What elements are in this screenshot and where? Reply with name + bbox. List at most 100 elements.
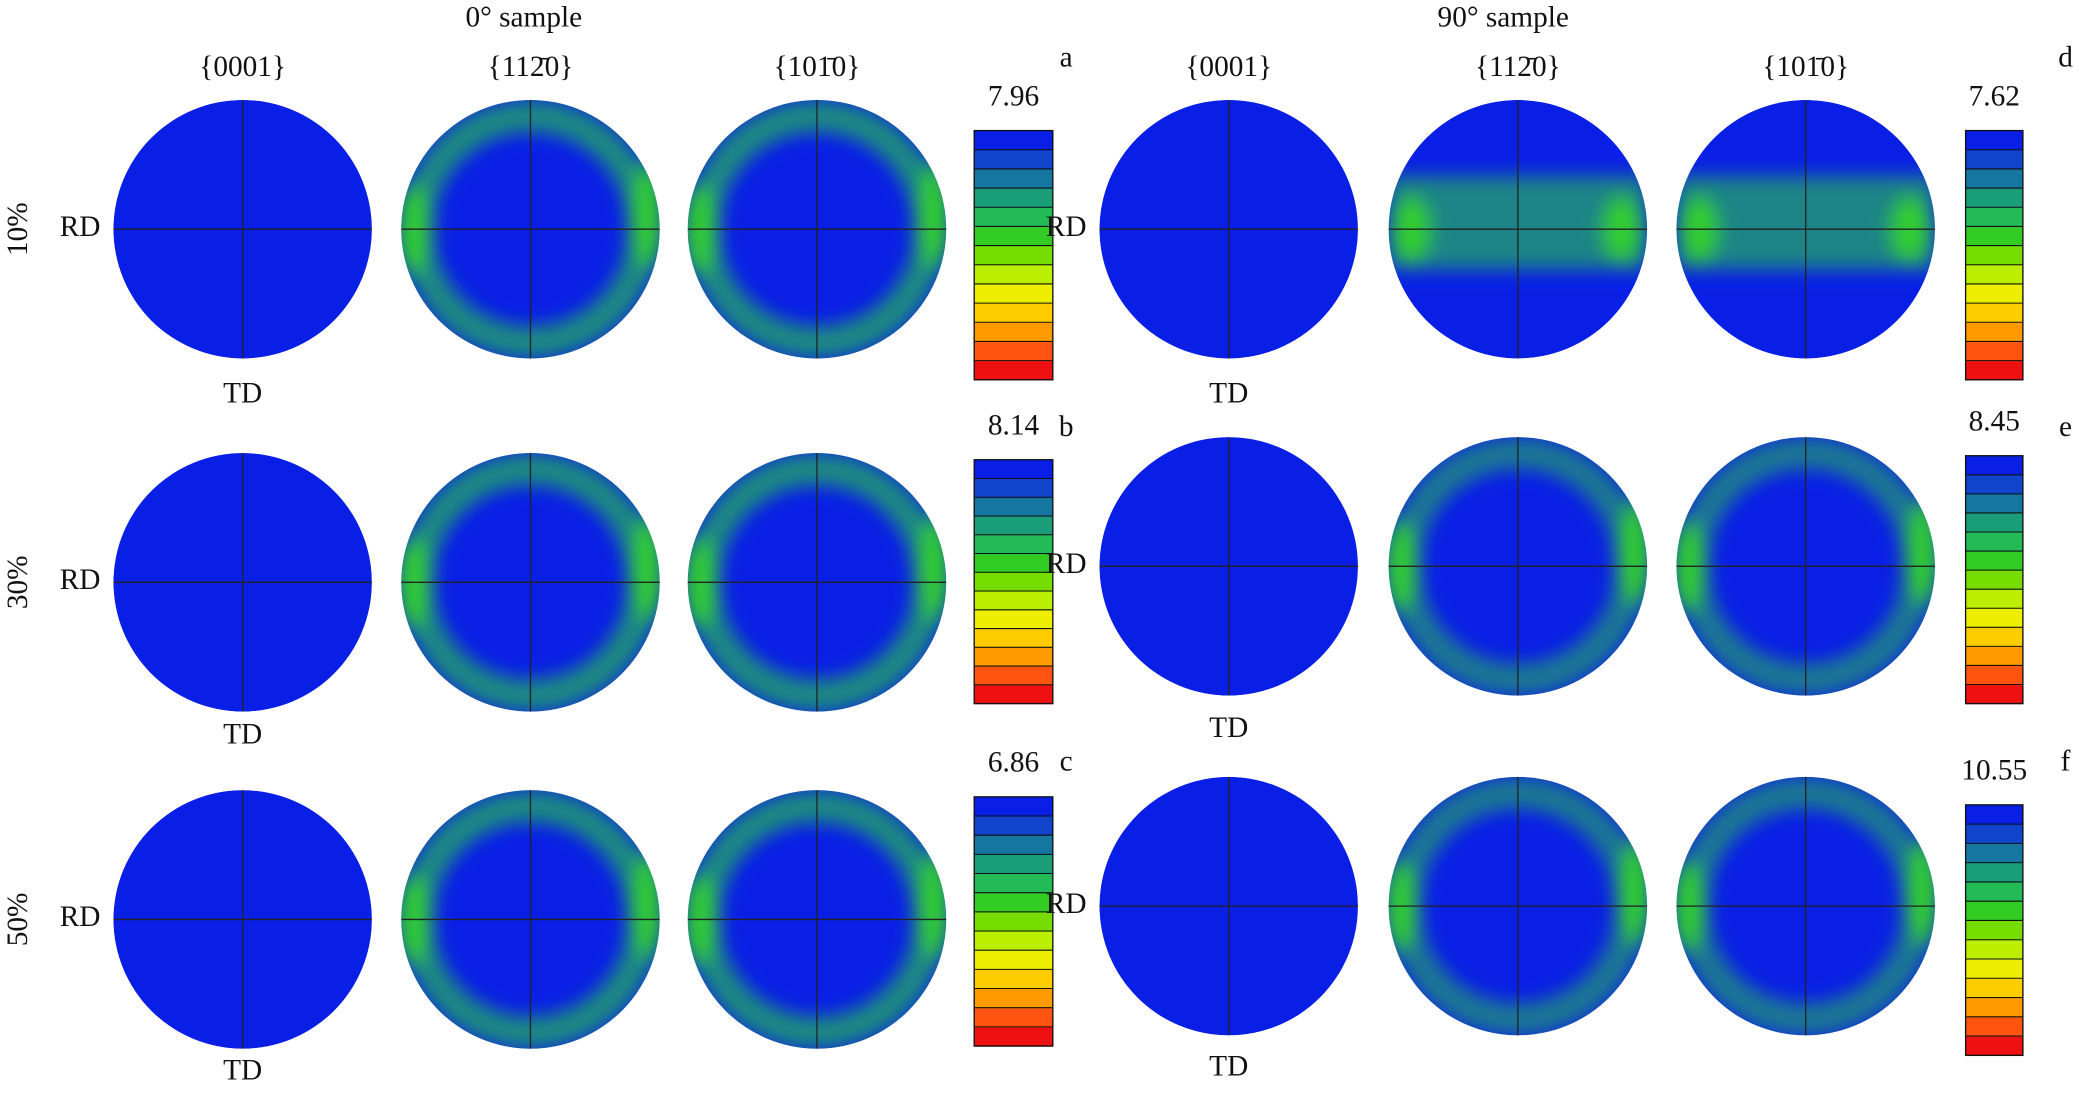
colorbar-band [974,1007,1053,1028]
pole-figure [401,790,660,1049]
colorbar-frame [1964,455,2024,705]
colorbar-band [1965,303,2023,323]
colorbar-band [1965,493,2023,514]
intensity-spot [1619,499,1648,607]
colorbar-band [1965,589,2023,609]
colorbar-max: 7.96 [988,80,1039,112]
column-header: {101̄0} [774,51,861,83]
colorbar-frame [973,129,1054,381]
intensity-spot [918,162,947,270]
colorbar-max: 10.55 [1961,755,2027,787]
colorbar-max: 8.45 [1969,405,2020,437]
colorbar-band [974,360,1053,381]
colorbar-band [1965,665,2023,686]
colorbar-frame [1964,804,2024,1057]
colorbar-band [1965,130,2023,151]
row-label: 50% [2,893,34,947]
intensity-spot [1906,839,1935,947]
colorbar-band [1965,627,2023,648]
colorbar-band [974,854,1053,875]
td-label: TD [1209,377,1248,409]
panel-letter: f [2061,745,2071,777]
td-label: TD [223,1054,262,1086]
td-label: TD [1209,712,1248,744]
colorbar-band [1965,959,2023,979]
group-title: 90° sample [1438,2,1569,34]
column-header: {101̄0} [1762,51,1849,83]
colorbar-band [974,264,1053,285]
colorbar-max: 6.86 [988,747,1039,779]
colorbar-band [974,226,1053,247]
colorbar-band [1965,226,2023,247]
pole-figure [687,790,947,1049]
pole-figure [1676,99,1935,359]
panel-letter: a [1060,42,1073,74]
pole-figure [113,790,372,1049]
td-label: TD [1209,1050,1248,1082]
panel-letter: e [2059,411,2072,443]
colorbar-band [1965,512,2023,533]
colorbar-band [1965,939,2023,960]
colorbar-band [1965,474,2023,495]
colorbar-band [1965,455,2023,476]
colorbar-band [974,796,1053,817]
pole-figure [1099,776,1358,1036]
colorbar-band [1965,843,2023,864]
colorbar-band [1965,804,2023,825]
colorbar-band [1965,901,2023,922]
row-label: 30% [2,555,34,609]
colorbar-band [974,950,1053,971]
colorbar-frame [973,459,1054,705]
colorbar-band [1965,207,2023,228]
colorbar-band [974,988,1053,1009]
colorbar-band [1965,322,2023,343]
intensity-spot [918,515,947,623]
group-title: 0° sample [465,2,582,34]
column-header: {112̄0} [488,51,574,83]
pole-figure [1676,437,1935,696]
colorbar-band [974,1026,1053,1047]
pole-figure [1388,437,1648,696]
colorbar-band [974,149,1053,170]
colorbar-band [974,931,1053,951]
panel-letter: d [2058,42,2073,74]
colorbar-band [974,322,1053,343]
colorbar-band [974,835,1053,856]
colorbar-band [1965,341,2023,362]
pole-figure [1099,437,1358,696]
pole-figure [687,99,947,359]
pole-figure [113,99,372,359]
rd-label: RD [60,564,101,596]
row-label: 10% [2,202,34,256]
pole-figure [113,453,372,712]
colorbar-band [1965,646,2023,667]
intensity-spot [631,852,660,960]
colorbar-band [1965,978,2023,999]
colorbar-band [1965,551,2023,571]
colorbar-band [1965,997,2023,1018]
pole-figure [1388,99,1648,359]
colorbar-band [1965,862,2023,883]
colorbar-band [1965,570,2023,590]
colorbar-band [974,647,1053,667]
colorbar-band [974,553,1053,573]
colorbar-band [974,892,1053,913]
colorbar-band [974,628,1053,648]
colorbar-band [974,478,1053,498]
rd-label: RD [60,901,101,933]
colorbar-band [974,572,1053,592]
colorbar-band [1965,360,2023,381]
intensity-spot [918,852,947,960]
colorbar-band [974,591,1053,611]
colorbar-band [1965,1016,2023,1037]
colorbar-band [1965,1036,2023,1057]
intensity-spot [1906,499,1935,607]
pole-figure [401,453,660,712]
colorbar-band [1965,608,2023,628]
colorbar-band [1965,920,2023,941]
td-label: TD [223,719,262,751]
colorbar-band [974,497,1053,517]
colorbar-band [1965,188,2023,208]
colorbar-band [974,684,1053,705]
